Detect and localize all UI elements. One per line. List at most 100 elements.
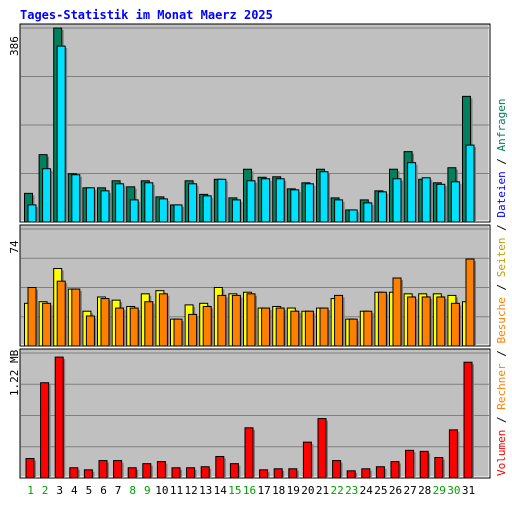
volume-bar-day-15	[229, 463, 239, 479]
files-bar-day-23	[348, 209, 358, 223]
x-tick-label-day-4: 4	[71, 484, 78, 497]
x-tick-label-day-20: 20	[301, 484, 314, 497]
x-tick-label-day-31: 31	[462, 484, 475, 497]
x-tick-label-day-15: 15	[228, 484, 241, 497]
volume-bar-day-19	[288, 468, 298, 479]
files-bar-day-2	[42, 168, 52, 223]
x-tick-label-day-27: 27	[403, 484, 416, 497]
volume-bar-day-11	[171, 467, 181, 479]
files-bar-day-6	[100, 190, 110, 223]
visits-bar-day-20	[304, 310, 314, 347]
legend-sites: Rechner	[495, 363, 508, 410]
files-bar-day-25	[377, 191, 387, 223]
legend-volume: Volumen	[495, 430, 508, 476]
x-tick-label-day-3: 3	[56, 484, 63, 497]
volume-bar-day-22	[332, 460, 342, 479]
x-tick-label-day-29: 29	[433, 484, 446, 497]
visits-bar-day-14	[217, 294, 227, 347]
volume-bar-day-31	[463, 361, 473, 479]
visits-bar-day-12	[188, 313, 198, 347]
files-bar-day-29	[436, 183, 446, 223]
files-bar-day-9	[144, 182, 154, 223]
volume-bar-day-27	[405, 449, 415, 479]
x-tick-label-day-16: 16	[243, 484, 256, 497]
volume-bar-day-1	[25, 458, 35, 479]
volume-bar-day-18	[273, 468, 283, 479]
files-bar-day-15	[231, 199, 241, 223]
files-bar-day-8	[129, 199, 139, 223]
visits-bar-day-13	[202, 305, 212, 347]
visits-bar-day-26	[392, 277, 402, 347]
x-tick-label-day-25: 25	[374, 484, 387, 497]
legend-separator: /	[495, 344, 508, 364]
x-tick-label-day-19: 19	[287, 484, 300, 497]
volume-bar-day-21	[317, 418, 327, 479]
volume-bar-day-24	[361, 468, 371, 479]
x-tick-label-day-7: 7	[115, 484, 122, 497]
x-tick-label-day-17: 17	[257, 484, 270, 497]
visits-bar-day-15	[231, 294, 241, 347]
x-tick-label-day-21: 21	[316, 484, 329, 497]
x-tick-label-day-26: 26	[389, 484, 402, 497]
x-tick-label-day-28: 28	[418, 484, 431, 497]
requests-ymax-label: 386	[8, 36, 21, 56]
visits-bar-day-5	[85, 315, 95, 347]
files-bar-day-10	[158, 198, 168, 223]
files-bar-day-7	[115, 183, 125, 223]
x-tick-label-day-14: 14	[214, 484, 228, 497]
volume-bar-day-4	[69, 467, 79, 479]
files-bar-day-11	[173, 204, 183, 223]
x-tick-label-day-1: 1	[27, 484, 34, 497]
visits-bar-day-25	[377, 291, 387, 347]
visits-bar-day-18	[275, 307, 285, 347]
legend-separator: /	[495, 151, 508, 171]
files-bar-day-24	[363, 202, 373, 223]
files-bar-day-31	[465, 144, 475, 223]
volume-bar-day-10	[156, 461, 166, 479]
volume-bar-day-29	[434, 457, 444, 479]
files-bar-day-18	[275, 178, 285, 223]
visits-bar-day-27	[407, 296, 417, 347]
legend-pages: Seiten	[495, 238, 508, 278]
files-bar-day-13	[202, 195, 212, 223]
x-tick-label-day-5: 5	[86, 484, 93, 497]
files-bar-day-28	[421, 177, 431, 223]
volume-bar-day-20	[302, 441, 312, 479]
visits-bar-day-17	[261, 307, 271, 347]
files-bar-day-26	[392, 178, 402, 223]
volume-bar-day-6	[98, 460, 108, 479]
files-bar-day-1	[27, 204, 37, 223]
x-tick-label-day-2: 2	[42, 484, 49, 497]
files-bar-day-12	[188, 183, 198, 223]
visits-bar-day-3	[56, 280, 66, 347]
visits-bar-day-19	[290, 310, 300, 347]
files-bar-day-19	[290, 189, 300, 223]
visits-bar-day-11	[173, 318, 183, 347]
volume-bar-day-7	[113, 460, 123, 479]
visits-bar-day-1	[27, 287, 37, 347]
x-tick-label-day-13: 13	[199, 484, 212, 497]
volume-bar-day-25	[375, 466, 385, 479]
files-bar-day-16	[246, 180, 256, 223]
x-tick-label-day-10: 10	[155, 484, 168, 497]
files-bar-day-14	[217, 178, 227, 223]
files-bar-day-17	[261, 178, 271, 223]
files-bar-day-20	[304, 183, 314, 223]
visits-bar-day-24	[363, 310, 373, 347]
visits-bar-day-23	[348, 318, 358, 347]
x-tick-label-day-22: 22	[330, 484, 343, 497]
x-tick-label-day-30: 30	[447, 484, 460, 497]
legend-files: Dateien	[495, 171, 508, 217]
visits-bar-day-7	[115, 307, 125, 347]
legend-separator: /	[495, 218, 508, 238]
volume-bar-day-13	[200, 466, 210, 479]
x-tick-label-day-9: 9	[144, 484, 151, 497]
visits-bar-day-2	[42, 302, 52, 347]
files-bar-day-22	[334, 199, 344, 223]
chart-title: Tages-Statistik im Monat Maerz 2025	[20, 8, 273, 22]
files-bar-day-27	[407, 162, 417, 223]
volume-bar-day-2	[40, 382, 50, 479]
x-tick-label-day-24: 24	[360, 484, 374, 497]
